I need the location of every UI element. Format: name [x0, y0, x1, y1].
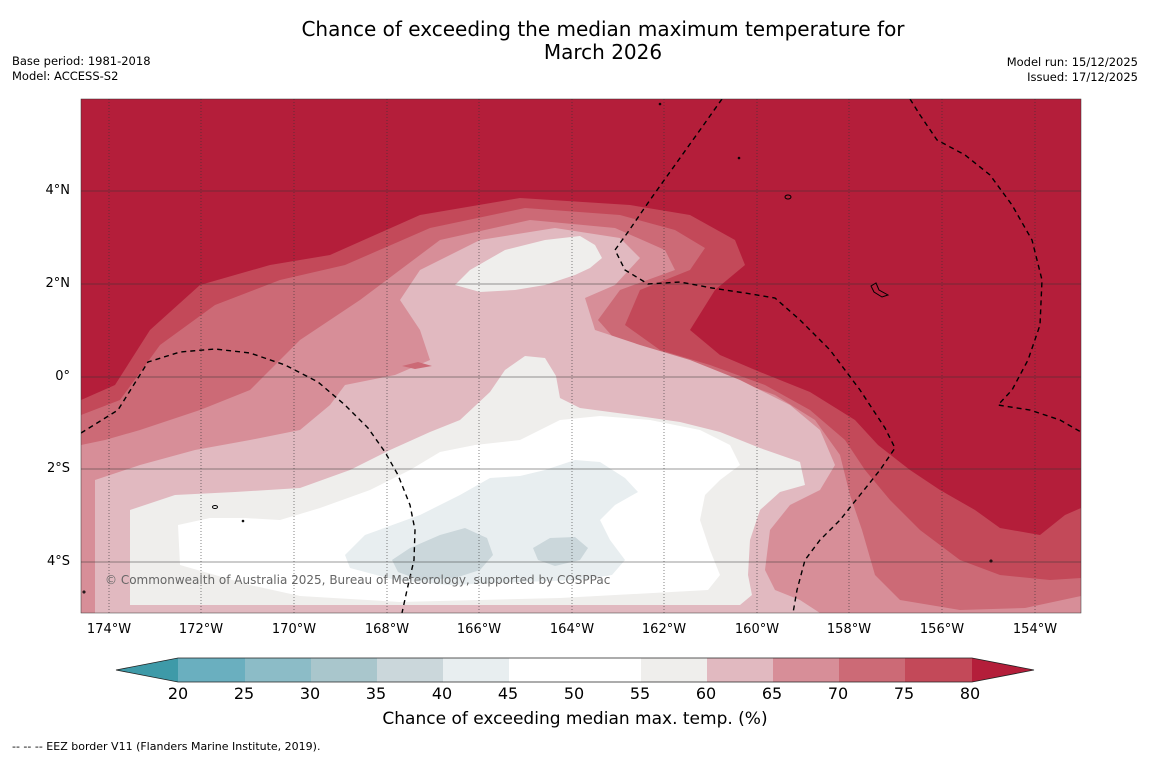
lon-tick: 156°W: [919, 622, 965, 637]
lon-tick: 162°W: [641, 622, 687, 637]
band-55-60-north: [455, 236, 602, 292]
map-frame: [80, 98, 1082, 614]
colorbar-75-80: [905, 658, 972, 682]
issued-date: Issued: 17/12/2025: [1027, 70, 1138, 84]
model-name: Model: ACCESS-S2: [12, 69, 119, 83]
colorbar-65-70: [773, 658, 839, 682]
lon-tick: 158°W: [826, 622, 872, 637]
lat-tick: 2°S: [46, 461, 70, 476]
colorbar-tick: 45: [497, 684, 519, 703]
eez-borders: [81, 99, 1081, 613]
colorbar-60-65: [707, 658, 773, 682]
title-line-1: Chance of exceeding the median maximum t…: [301, 17, 905, 41]
islands: [82, 102, 993, 594]
colorbar-35-40: [377, 658, 443, 682]
lon-tick: 172°W: [178, 622, 224, 637]
colorbar-tick: 75: [893, 684, 915, 703]
colorbar-tick: 40: [431, 684, 453, 703]
colorbar-40-45: [443, 658, 509, 682]
graticule: [81, 99, 1081, 613]
colorbar: [115, 657, 1035, 683]
lon-tick: 170°W: [271, 622, 317, 637]
base-period: Base period: 1981-2018: [12, 54, 151, 68]
colorbar-30-35: [311, 658, 377, 682]
colorbar-tick: 55: [629, 684, 651, 703]
lon-tick: 168°W: [364, 622, 410, 637]
colorbar-label: Chance of exceeding median max. temp. (%…: [382, 709, 768, 729]
lat-tick: 2°N: [45, 276, 71, 291]
band-35-40: [392, 528, 493, 580]
lon-tick: 154°W: [1012, 622, 1058, 637]
meta-right: Model run: 15/12/2025 Issued: 17/12/2025: [1007, 55, 1138, 85]
lon-tick: 166°W: [456, 622, 502, 637]
colorbar-below20: [116, 658, 178, 682]
eez-legend-note: -- -- -- EEZ border V11 (Flanders Marine…: [12, 740, 321, 753]
meta-left: Base period: 1981-2018 Model: ACCESS-S2: [12, 54, 151, 84]
colorbar-tick: 50: [563, 684, 585, 703]
copyright-notice: © Commonwealth of Australia 2025, Bureau…: [105, 573, 611, 587]
chart-title: Chance of exceeding the median maximum t…: [0, 18, 1150, 64]
colorbar-tick: 65: [761, 684, 783, 703]
colorbar-50-55: [575, 658, 641, 682]
band-35-40b: [533, 537, 588, 566]
colorbar-25-30: [245, 658, 311, 682]
probability-field: [81, 99, 1081, 613]
title-line-2: March 2026: [543, 40, 663, 64]
colorbar-tick: 30: [299, 684, 321, 703]
colorbar-tick: 35: [365, 684, 387, 703]
colorbar-tick: 20: [167, 684, 189, 703]
lon-tick: 160°W: [734, 622, 780, 637]
colorbar-70-75: [839, 658, 905, 682]
colorbar-above80: [972, 658, 1034, 682]
colorbar-tick: 70: [827, 684, 849, 703]
colorbar-tick: 25: [233, 684, 255, 703]
lat-tick: 4°N: [45, 183, 71, 198]
model-run: Model run: 15/12/2025: [1006, 55, 1138, 69]
lat-tick: 4°S: [46, 554, 70, 569]
colorbar-20-25: [178, 658, 245, 682]
colorbar-45-50: [509, 658, 575, 682]
lat-tick: 0°: [55, 369, 70, 384]
colorbar-tick: 60: [695, 684, 717, 703]
colorbar-55-60: [641, 658, 707, 682]
lon-tick: 174°W: [86, 622, 132, 637]
lon-tick: 164°W: [549, 622, 595, 637]
band-70-75-west: [402, 362, 432, 369]
colorbar-tick: 80: [959, 684, 981, 703]
